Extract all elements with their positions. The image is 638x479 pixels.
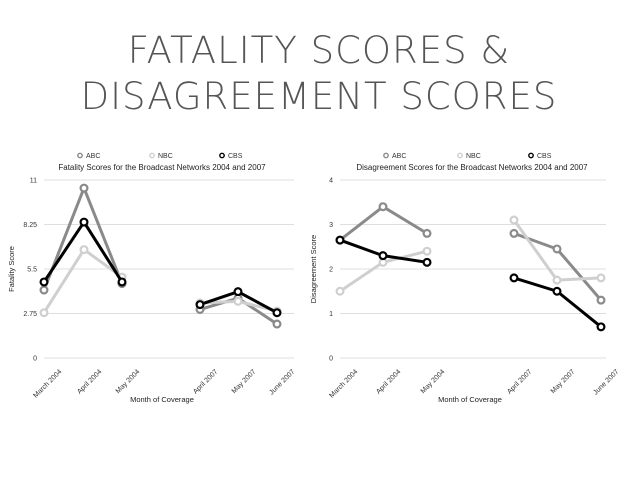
data-point-nbc xyxy=(552,275,562,285)
data-point-cbs xyxy=(39,277,49,287)
data-point-abc xyxy=(552,244,562,254)
y-tick-label: 3 xyxy=(329,222,333,229)
data-point-cbs xyxy=(79,217,89,227)
data-point-cbs xyxy=(335,235,345,245)
legend-label: ABC xyxy=(392,153,406,160)
legend-label: CBS xyxy=(228,153,243,160)
data-point-cbs xyxy=(378,251,388,261)
x-axis-title: Month of Coverage xyxy=(130,395,194,404)
x-tick-label: April 2007 xyxy=(506,368,533,395)
y-tick-label: 2.75 xyxy=(23,311,37,318)
data-point-nbc xyxy=(79,245,89,255)
y-tick-label: 2 xyxy=(329,267,333,274)
y-tick-label: 11 xyxy=(30,178,37,185)
series-line-abc xyxy=(339,205,428,242)
data-point-abc xyxy=(509,228,519,238)
data-point-cbs xyxy=(117,277,127,287)
slide-title: FATALITY SCORES & DISAGREEMENT SCORES xyxy=(0,28,638,120)
y-tick-label: 1 xyxy=(329,311,333,318)
slide-title-line2: DISAGREEMENT SCORES xyxy=(80,75,558,118)
x-tick-label: June 2007 xyxy=(592,368,620,396)
data-point-cbs xyxy=(272,308,282,318)
data-point-abc xyxy=(378,202,388,212)
data-point-abc xyxy=(596,295,606,305)
chart-title: Fatality Scores for the Broadcast Networ… xyxy=(58,163,266,172)
data-point-cbs xyxy=(509,273,519,283)
data-point-abc xyxy=(79,183,89,193)
legend-marker xyxy=(383,152,389,159)
y-axis-title: Fatality Score xyxy=(7,246,16,292)
legend-label: NBC xyxy=(158,153,173,160)
y-tick-label: 4 xyxy=(329,178,333,185)
y-tick-label: 0 xyxy=(329,356,333,363)
data-point-nbc xyxy=(509,215,519,225)
y-tick-label: 5.5 xyxy=(27,267,37,274)
chart-title: Disagreement Scores for the Broadcast Ne… xyxy=(356,163,588,172)
data-point-nbc xyxy=(39,308,49,318)
slide-title-line1: FATALITY SCORES & xyxy=(127,29,511,72)
data-point-cbs xyxy=(552,286,562,296)
legend-marker xyxy=(528,152,534,159)
data-point-nbc xyxy=(335,286,345,296)
legend-marker xyxy=(457,152,463,159)
legend-marker xyxy=(219,152,225,159)
data-point-cbs xyxy=(195,300,205,310)
x-axis-title: Month of Coverage xyxy=(438,395,502,404)
y-tick-label: 8.25 xyxy=(23,222,37,229)
data-point-abc xyxy=(422,228,432,238)
legend-marker xyxy=(149,152,155,159)
y-axis-title: Disagreement Score xyxy=(309,235,318,303)
data-point-nbc xyxy=(233,296,243,306)
legend-label: ABC xyxy=(86,153,100,160)
data-point-abc xyxy=(272,319,282,329)
data-point-nbc xyxy=(422,246,432,256)
legend-marker xyxy=(77,152,83,159)
x-tick-label: May 2007 xyxy=(550,368,577,395)
data-point-cbs xyxy=(422,257,432,267)
legend-label: CBS xyxy=(537,153,552,160)
data-point-abc xyxy=(39,285,49,295)
x-tick-label: March 2004 xyxy=(328,368,359,399)
x-tick-label: May 2004 xyxy=(420,368,447,395)
y-tick-label: 0 xyxy=(33,356,37,363)
data-point-nbc xyxy=(596,273,606,283)
legend-label: NBC xyxy=(466,153,481,160)
data-point-cbs xyxy=(233,287,243,297)
x-tick-label: April 2004 xyxy=(375,368,402,395)
data-point-cbs xyxy=(596,322,606,332)
